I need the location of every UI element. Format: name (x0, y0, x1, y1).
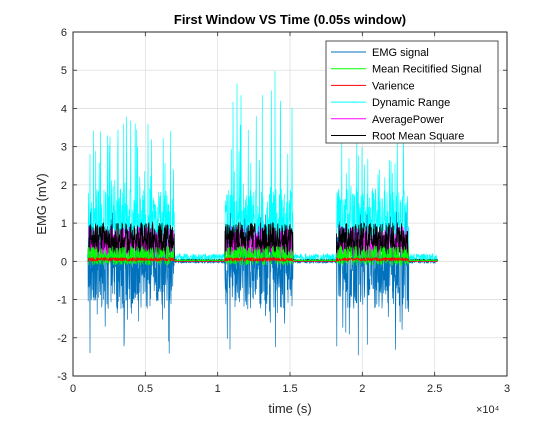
y-tick-label: 2 (61, 180, 67, 192)
series-line-mean-recitified-signal (87, 245, 438, 266)
legend-label: EMG signal (372, 47, 429, 59)
legend-label: Root Mean Square (372, 131, 464, 143)
x-tick-label: 0.5 (138, 383, 153, 395)
y-tick-label: 5 (61, 65, 67, 77)
legend-label: Dynamic Range (372, 97, 450, 109)
plot-series (87, 71, 438, 356)
y-tick-label: 0 (61, 256, 67, 268)
legend-label: Mean Recitified Signal (372, 64, 481, 76)
y-tick-label: -1 (57, 295, 67, 307)
y-tick-label: 4 (61, 103, 67, 115)
x-exponent-label: ×10⁴ (476, 404, 500, 416)
y-axis-label: EMG (mV) (34, 173, 49, 234)
x-tick-label: 3 (504, 383, 510, 395)
y-tick-label: 1 (61, 218, 67, 230)
legend: EMG signal Mean Recitified Signal Varience… (325, 40, 499, 144)
y-tick-label: -2 (57, 333, 67, 345)
y-tick-label: 3 (61, 142, 67, 154)
x-tick-label: 2 (359, 383, 365, 395)
legend-label: AveragePower (372, 114, 444, 126)
x-tick-label: 1.5 (282, 383, 297, 395)
x-axis-label: time (s) (268, 401, 311, 416)
series-line-varience (87, 257, 438, 262)
x-tick-label: 1 (215, 383, 221, 395)
chart-title: First Window VS Time (0.05s window) (174, 12, 406, 27)
x-tick-label: 0 (70, 383, 76, 395)
y-tick-label: 6 (61, 27, 67, 39)
legend-box (325, 40, 499, 144)
x-tick-label: 2.5 (427, 383, 442, 395)
legend-label: Varience (372, 80, 415, 92)
ticks: 0 0.5 1 1.5 2 2.5 3 -3 -2 -1 0 1 2 3 4 5 6 (57, 27, 510, 395)
y-tick-label: -3 (57, 371, 67, 383)
